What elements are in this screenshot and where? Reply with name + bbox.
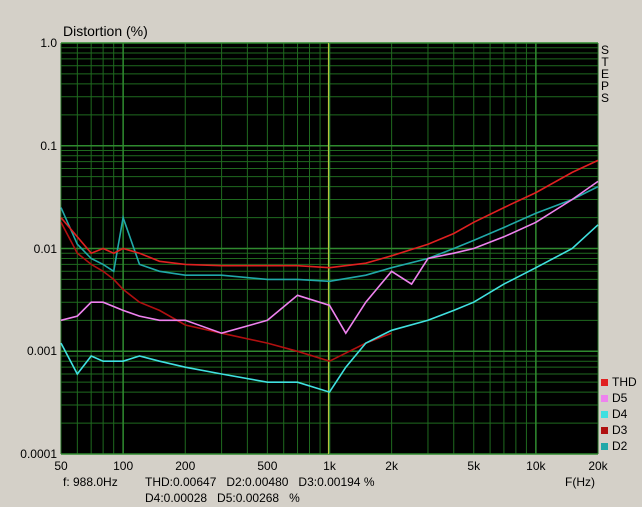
x-tick-label: 10k bbox=[526, 459, 546, 473]
steps-letter: T bbox=[601, 55, 609, 69]
series-line-thd bbox=[60, 159, 599, 269]
distortion-readout-line2: D4:0.00028 D5:0.00268 % bbox=[145, 491, 300, 505]
y-tick-label: 0.1 bbox=[40, 138, 57, 153]
series-line-d5 bbox=[60, 180, 599, 335]
chart-title: Distortion (%) bbox=[63, 23, 148, 39]
legend-swatch bbox=[601, 426, 608, 434]
x-tick-label: 5k bbox=[467, 459, 481, 473]
y-tick-label: 0.01 bbox=[33, 241, 57, 256]
legend-label: D2 bbox=[612, 439, 628, 453]
series-line-d3 bbox=[60, 221, 392, 363]
legend-item-d5[interactable]: D5 bbox=[601, 390, 637, 406]
legend-label: D3 bbox=[612, 423, 628, 437]
series-layer bbox=[60, 159, 599, 394]
x-axis-label: F(Hz) bbox=[565, 475, 595, 489]
x-tick-label: 50 bbox=[54, 459, 68, 473]
steps-letter: S bbox=[600, 91, 609, 105]
x-tick-label: 500 bbox=[257, 459, 278, 473]
legend-item-d4[interactable]: D4 bbox=[601, 406, 637, 422]
y-tick-label: 0.0001 bbox=[20, 447, 57, 461]
y-tick-label: 0.001 bbox=[26, 344, 57, 359]
x-tick-label: 200 bbox=[175, 459, 196, 473]
x-tick-label: 2k bbox=[385, 459, 398, 473]
legend-item-thd[interactable]: THD bbox=[601, 374, 637, 390]
legend-swatch bbox=[601, 394, 608, 402]
legend-item-d3[interactable]: D3 bbox=[601, 422, 637, 438]
steps-letter: P bbox=[600, 79, 609, 93]
legend-swatch bbox=[601, 410, 608, 418]
steps-letter: E bbox=[600, 67, 609, 81]
legend: THD D5 D4 D3 D2 bbox=[601, 374, 637, 454]
legend-label: D5 bbox=[612, 391, 628, 405]
series-line-d2 bbox=[60, 185, 599, 283]
y-tick-label: 1.0 bbox=[40, 36, 57, 50]
freq-readout: f: 988.0Hz bbox=[63, 475, 118, 489]
steps-letter: S bbox=[600, 43, 609, 57]
legend-swatch bbox=[601, 442, 608, 450]
legend-label: THD bbox=[612, 375, 637, 389]
x-tick-label: 100 bbox=[113, 459, 134, 473]
x-tick-label: 20k bbox=[588, 459, 608, 473]
series-line-d4 bbox=[60, 224, 599, 394]
legend-item-d2[interactable]: D2 bbox=[601, 438, 637, 454]
legend-label: D4 bbox=[612, 407, 628, 421]
distortion-readout-line1: THD:0.00647 D2:0.00480 D3:0.00194 % bbox=[145, 475, 375, 489]
legend-swatch bbox=[601, 378, 608, 386]
x-tick-label: 1k bbox=[323, 459, 336, 473]
